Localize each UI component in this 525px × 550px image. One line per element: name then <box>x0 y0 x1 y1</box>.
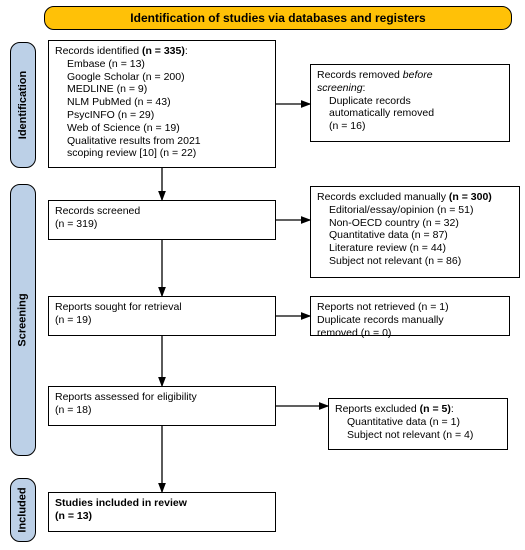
stage-identification: Identification <box>10 42 36 168</box>
box-included: Studies included in review(n = 13) <box>48 492 276 532</box>
box-records-identified: Records identified (n = 335):Embase (n =… <box>48 40 276 168</box>
box-excluded-manually: Records excluded manually (n = 300)Edito… <box>310 186 520 278</box>
box-assessed: Reports assessed for eligibility(n = 18) <box>48 386 276 426</box>
box-reports-sought: Reports sought for retrieval(n = 19) <box>48 296 276 336</box>
title-banner: Identification of studies via databases … <box>44 6 512 30</box>
stage-screening: Screening <box>10 184 36 456</box>
prisma-flow-diagram: Identification of studies via databases … <box>0 0 525 550</box>
stage-included: Included <box>10 478 36 542</box>
title-text: Identification of studies via databases … <box>130 11 425 25</box>
box-records-screened: Records screened(n = 319) <box>48 200 276 240</box>
box-not-retrieved: Reports not retrieved (n = 1)Duplicate r… <box>310 296 510 336</box>
box-reports-excluded: Reports excluded (n = 5):Quantitative da… <box>328 398 508 450</box>
box-removed-before-screening: Records removed beforescreening:Duplicat… <box>310 64 510 142</box>
